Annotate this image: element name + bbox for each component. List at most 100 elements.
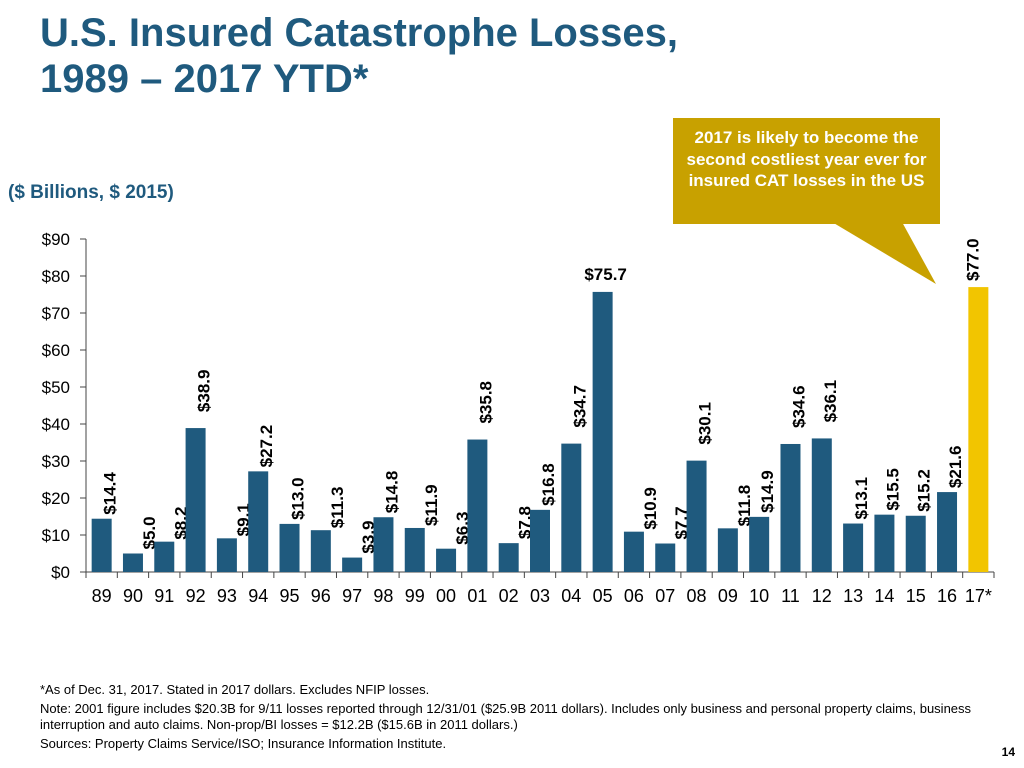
bar-14 (874, 514, 895, 572)
footnote-sources: Sources: Property Claims Service/ISO; In… (40, 736, 447, 751)
bar-95 (279, 523, 300, 572)
x-tick-label: 98 (373, 586, 393, 606)
x-tick-label: 93 (217, 586, 237, 606)
x-tick-label: 15 (906, 586, 926, 606)
data-label: $3.9 (359, 520, 378, 553)
data-label: $11.9 (422, 484, 441, 526)
x-tick-label: 96 (311, 586, 331, 606)
page-number: 14 (1001, 745, 1015, 759)
data-label: $7.7 (672, 506, 691, 539)
bar-93 (216, 538, 237, 572)
data-label: $11.8 (735, 485, 754, 527)
data-label: $5.0 (140, 516, 159, 549)
x-tick-label: 05 (593, 586, 613, 606)
x-tick-label: 17* (965, 586, 992, 606)
x-tick-label: 00 (436, 586, 456, 606)
data-label: $35.8 (476, 381, 495, 424)
bar-06 (623, 531, 644, 572)
y-tick-label: $30 (42, 452, 70, 471)
x-tick-label: 01 (467, 586, 487, 606)
x-tick-label: 16 (937, 586, 957, 606)
y-tick-label: $60 (42, 341, 70, 360)
data-label: $8.2 (171, 507, 190, 540)
x-tick-label: 04 (561, 586, 581, 606)
x-tick-label: 14 (874, 586, 894, 606)
y-tick-label: $70 (42, 304, 70, 323)
y-tick-label: $0 (51, 563, 70, 582)
data-label: $13.0 (289, 477, 308, 520)
footnote-asterisk: *As of Dec. 31, 2017. Stated in 2017 dol… (40, 682, 430, 697)
title-line-2: 1989 – 2017 YTD* (40, 57, 369, 101)
x-tick-label: 08 (687, 586, 707, 606)
callout-box: 2017 is likely to become the second cost… (673, 118, 940, 224)
y-tick-label: $40 (42, 415, 70, 434)
x-tick-label: 03 (530, 586, 550, 606)
data-label: $34.6 (789, 385, 808, 428)
bar-98 (373, 517, 394, 572)
bar-10 (749, 516, 770, 572)
x-tick-label: 13 (843, 586, 863, 606)
x-tick-label: 02 (499, 586, 519, 606)
x-tick-label: 90 (123, 586, 143, 606)
bar-16 (937, 492, 958, 572)
x-tick-label: 95 (280, 586, 300, 606)
bar-97 (342, 557, 363, 572)
data-label: $14.9 (758, 470, 777, 513)
x-tick-label: 10 (749, 586, 769, 606)
bar-05 (592, 291, 613, 572)
bar-92 (185, 428, 206, 572)
footnote-note: Note: 2001 figure includes $20.3B for 9/… (40, 701, 972, 732)
x-tick-label: 92 (186, 586, 206, 606)
bar-12 (811, 438, 832, 572)
data-label: $16.8 (539, 463, 558, 506)
bar-07 (655, 543, 676, 572)
bar-00 (436, 548, 457, 572)
units-label: ($ Billions, $ 2015) (8, 182, 174, 203)
bar-99 (404, 527, 425, 572)
data-label: $10.9 (641, 487, 660, 530)
data-label: $21.6 (946, 446, 965, 489)
x-tick-label: 97 (342, 586, 362, 606)
y-tick-label: $20 (42, 489, 70, 508)
x-tick-label: 91 (154, 586, 174, 606)
bar-03 (530, 509, 550, 572)
data-label: $11.3 (328, 487, 347, 529)
x-tick-label: 94 (248, 586, 268, 606)
y-tick-label: $50 (42, 378, 70, 397)
x-tick-label: 99 (405, 586, 425, 606)
x-tick-label: 11 (781, 586, 800, 606)
bar-17 (968, 287, 989, 572)
data-label: $9.1 (234, 503, 253, 536)
bar-13 (843, 523, 864, 572)
data-label: $15.2 (915, 469, 934, 512)
bar-94 (248, 471, 269, 572)
bar-15 (905, 515, 926, 572)
data-label: $15.5 (883, 468, 902, 511)
data-label: $75.7 (584, 265, 627, 284)
x-tick-label: 07 (655, 586, 675, 606)
x-tick-label: 89 (92, 586, 112, 606)
footnotes: *As of Dec. 31, 2017. Stated in 2017 dol… (40, 682, 1010, 755)
y-tick-label: $90 (42, 230, 70, 249)
data-label: $38.9 (195, 370, 214, 413)
bar-11 (780, 443, 801, 572)
data-label: $34.7 (570, 385, 589, 428)
data-label: $27.2 (257, 425, 276, 468)
bar-91 (154, 541, 175, 572)
bar-04 (561, 443, 582, 572)
data-label: $36.1 (821, 380, 840, 423)
data-label: $7.8 (516, 506, 535, 539)
bar-89 (91, 518, 112, 572)
bar-08 (686, 460, 707, 572)
bar-01 (467, 439, 488, 572)
title-line-1: U.S. Insured Catastrophe Losses, (40, 11, 678, 55)
bar-02 (498, 543, 519, 572)
data-label: $30.1 (696, 402, 715, 445)
bar-96 (310, 530, 331, 572)
data-label: $6.3 (453, 512, 472, 545)
bar-09 (717, 528, 738, 572)
bar-90 (122, 553, 143, 572)
x-tick-label: 09 (718, 586, 738, 606)
page-title: U.S. Insured Catastrophe Losses, 1989 – … (40, 10, 678, 102)
